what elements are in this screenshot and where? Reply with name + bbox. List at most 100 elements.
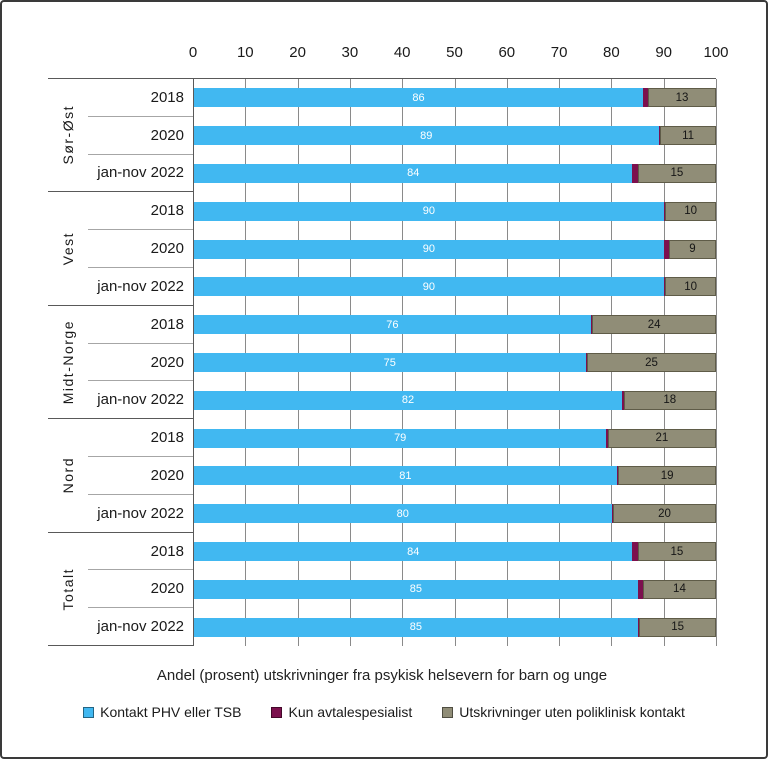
bar-segment-0: 84 bbox=[194, 163, 633, 183]
bar-row: 89 11 bbox=[193, 117, 716, 155]
bar-segment-0: 90 bbox=[194, 239, 664, 259]
bar-segment-0: 75 bbox=[194, 353, 586, 372]
year-label: jan-nov 2022 bbox=[97, 618, 184, 636]
category-label-area: Vest 2018 2020 jan-nov 2022 bbox=[48, 192, 193, 306]
bar-segment-0: 84 bbox=[194, 542, 633, 562]
stacked-bar: 86 13 bbox=[193, 88, 716, 108]
bar-segment-1 bbox=[632, 542, 638, 562]
stacked-bar: 84 15 bbox=[193, 542, 716, 562]
bar-segment-1 bbox=[606, 428, 608, 448]
year-label: 2018 bbox=[88, 192, 193, 231]
bar-segment-0: 85 bbox=[194, 579, 638, 599]
legend: Kontakt PHV eller TSB Kun avtalespesiali… bbox=[2, 704, 766, 720]
bar-segment-1 bbox=[611, 504, 614, 524]
stacked-bar: 89 11 bbox=[193, 126, 716, 146]
year-label: jan-nov 2022 bbox=[97, 277, 184, 295]
bar-segment-2: 10 bbox=[665, 277, 716, 297]
year-labels: 2018 2020 jan-nov 2022 bbox=[88, 306, 193, 418]
region-bars: 86 13 89 11 84 15 bbox=[193, 79, 716, 192]
year-label: 2020 bbox=[88, 117, 193, 155]
stacked-bar: 80 20 bbox=[193, 504, 716, 524]
stacked-bar: 90 10 bbox=[193, 277, 716, 297]
year-labels: 2018 2020 jan-nov 2022 bbox=[88, 79, 193, 191]
bar-segment-1 bbox=[658, 126, 661, 146]
bar-segment-0: 76 bbox=[194, 315, 591, 335]
stacked-bar: 84 15 bbox=[193, 163, 716, 183]
bar-segment-2: 21 bbox=[607, 428, 716, 448]
bar-segment-0: 89 bbox=[194, 126, 659, 146]
plot-area: Sør-Øst 2018 2020 jan-nov 2022 86 13 89 11 84 1… bbox=[48, 78, 717, 647]
bar-segment-0: 90 bbox=[194, 277, 664, 297]
bar-segment-2: 9 bbox=[669, 239, 716, 259]
legend-item-avtalespesialist: Kun avtalespesialist bbox=[271, 704, 412, 720]
axis-tick-label: 50 bbox=[446, 44, 463, 61]
year-labels: 2018 2020 jan-nov 2022 bbox=[88, 419, 193, 531]
axis-tick-label: 60 bbox=[498, 44, 516, 61]
bar-segment-1 bbox=[585, 353, 587, 372]
category-label-area: Midt-Norge 2018 2020 jan-nov 2022 bbox=[48, 306, 193, 420]
axis-tick-label: 80 bbox=[603, 44, 620, 61]
bar-segment-0: 80 bbox=[194, 504, 612, 524]
bar-segment-2: 15 bbox=[639, 617, 716, 637]
legend-swatch-maroon-icon bbox=[271, 706, 283, 718]
bar-row: 81 19 bbox=[193, 457, 716, 495]
bar-row: 79 21 bbox=[193, 419, 716, 457]
bar-segment-2: 14 bbox=[642, 579, 716, 599]
gridline bbox=[193, 79, 194, 646]
year-label: jan-nov 2022 bbox=[97, 391, 184, 409]
bar-segment-1 bbox=[663, 277, 666, 297]
axis-tick-label: 100 bbox=[703, 44, 729, 61]
region-label: Midt-Norge bbox=[60, 319, 76, 405]
year-label: 2018 bbox=[88, 306, 193, 344]
category-label-area: Nord 2018 2020 jan-nov 2022 bbox=[48, 419, 193, 533]
bar-segment-0: 86 bbox=[194, 88, 643, 108]
stacked-bar: 79 21 bbox=[193, 428, 716, 448]
bar-segment-2: 19 bbox=[618, 466, 716, 486]
bar-segment-2: 15 bbox=[637, 163, 716, 183]
bar-row: 75 25 bbox=[193, 344, 716, 382]
bar-segment-0: 82 bbox=[194, 390, 623, 410]
region-label: Sør-Øst bbox=[60, 105, 76, 165]
bar-row: 76 24 bbox=[193, 306, 716, 344]
year-label: 2018 bbox=[88, 533, 193, 571]
region-bars: 76 24 75 25 82 18 bbox=[193, 306, 716, 419]
axis-tick-label: 10 bbox=[236, 44, 254, 61]
bar-row: 80 20 bbox=[193, 495, 716, 533]
bar-segment-0: 85 bbox=[194, 617, 638, 637]
legend-label: Kun avtalespesialist bbox=[288, 704, 413, 720]
bar-segment-1 bbox=[663, 239, 670, 259]
bar-row: 82 18 bbox=[193, 381, 716, 419]
year-label: 2018 bbox=[88, 419, 193, 458]
legend-item-uten-kontakt: Utskrivninger uten poliklinisk kontakt bbox=[442, 704, 685, 720]
bar-segment-0: 79 bbox=[194, 428, 607, 448]
region-group: Midt-Norge 2018 2020 jan-nov 2022 76 24 75 25… bbox=[48, 306, 716, 420]
bar-row: 84 15 bbox=[193, 155, 716, 193]
bar-segment-0: 81 bbox=[194, 466, 617, 486]
bar-segment-1 bbox=[622, 390, 624, 410]
region-bars: 84 15 85 14 85 15 bbox=[193, 533, 716, 646]
stacked-bar: 85 14 bbox=[193, 579, 716, 599]
stacked-bar: 90 9 bbox=[193, 239, 716, 259]
legend-label: Kontakt PHV eller TSB bbox=[100, 704, 242, 720]
stacked-bar: 81 19 bbox=[193, 466, 716, 486]
axis-tick-label: 40 bbox=[393, 44, 411, 61]
year-label: jan-nov 2022 bbox=[97, 504, 184, 522]
axis-tick-label: 30 bbox=[341, 44, 359, 61]
legend-swatch-olive-icon bbox=[442, 706, 454, 718]
region-label: Nord bbox=[60, 457, 76, 494]
region-label: Totalt bbox=[60, 567, 76, 611]
year-label: 2018 bbox=[88, 79, 193, 117]
region-group: Totalt 2018 2020 jan-nov 2022 84 15 85 14 85 15 bbox=[48, 533, 716, 647]
region-group: Vest 2018 2020 jan-nov 2022 90 10 90 9 90 10 bbox=[48, 192, 716, 306]
bar-segment-1 bbox=[663, 201, 666, 221]
bar-row: 85 14 bbox=[193, 570, 716, 608]
stacked-bar: 76 24 bbox=[193, 315, 716, 335]
bar-segment-0: 90 bbox=[194, 201, 664, 221]
chart-caption: Andel (prosent) utskrivninger fra psykis… bbox=[156, 667, 608, 684]
year-label: 2020 bbox=[88, 230, 193, 268]
bar-groups: Sør-Øst 2018 2020 jan-nov 2022 86 13 89 11 84 1… bbox=[48, 79, 716, 647]
year-label: 2020 bbox=[88, 570, 193, 609]
bar-segment-1 bbox=[642, 88, 649, 108]
bar-segment-2: 13 bbox=[648, 88, 716, 108]
year-label: 2020 bbox=[88, 344, 193, 382]
